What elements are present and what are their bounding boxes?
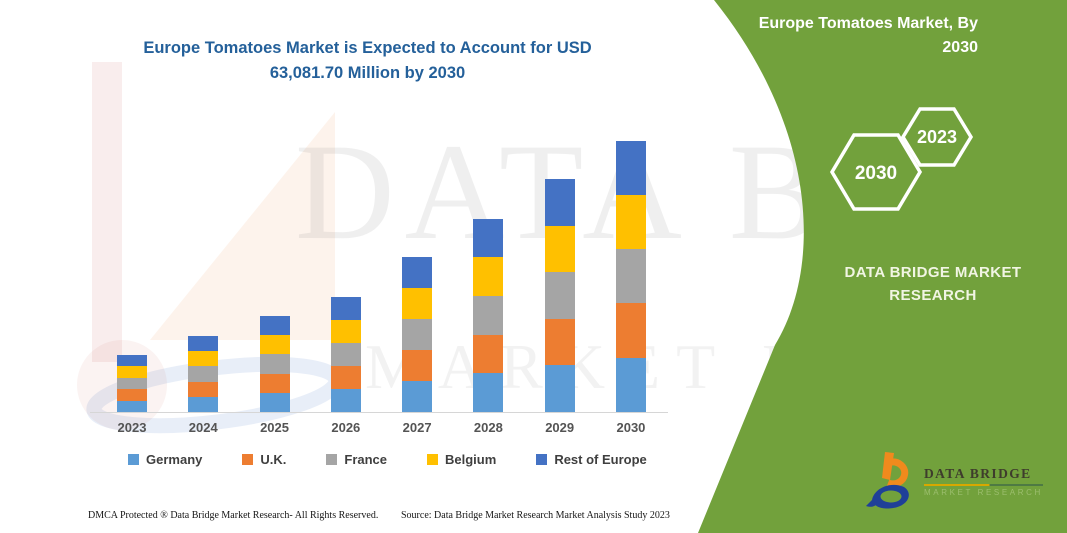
panel-heading-line2: 2030 — [942, 39, 978, 56]
legend-item-u-k-: U.K. — [242, 452, 286, 467]
bar-segment-rest-of-europe — [330, 296, 361, 320]
bar-segment-u-k- — [473, 334, 504, 374]
bar-segment-belgium — [259, 335, 290, 355]
chart-title: Europe Tomatoes Market is Expected to Ac… — [95, 36, 640, 86]
bar-segment-rest-of-europe — [259, 316, 290, 336]
bar-segment-u-k- — [615, 303, 646, 358]
bar-2028 — [473, 218, 504, 412]
bar-segment-rest-of-europe — [473, 218, 504, 258]
bar-segment-rest-of-europe — [544, 179, 575, 226]
bar-segment-u-k- — [330, 365, 361, 389]
bar-2023 — [117, 354, 147, 412]
hexagon-2030-label: 2030 — [855, 163, 897, 184]
legend-label: U.K. — [260, 452, 287, 467]
hexagon-2023 — [900, 107, 974, 167]
company-logo-icon — [866, 452, 909, 509]
x-tick-2028: 2028 — [473, 420, 503, 435]
x-tick-2027: 2027 — [402, 420, 432, 435]
bar-segment-u-k- — [544, 318, 575, 366]
bar-segment-france — [330, 342, 361, 366]
bar-segment-germany — [544, 365, 575, 412]
bar-segment-germany — [473, 373, 504, 412]
bar-segment-france — [473, 295, 504, 335]
company-logo-text: DATA BRIDGE MARKET RESEARCH — [924, 466, 1043, 497]
legend-item-france: France — [326, 452, 387, 467]
bar-segment-france — [259, 354, 290, 374]
x-tick-2026: 2026 — [331, 420, 361, 435]
brand-name-line1: DATA BRIDGE MARKET — [844, 264, 1022, 281]
bar-segment-germany — [259, 392, 290, 412]
bar-segment-rest-of-europe — [188, 336, 219, 352]
legend-label: Germany — [146, 452, 203, 467]
hexagon-2023-label: 2023 — [917, 127, 957, 147]
company-logo-title: DATA BRIDGE — [924, 465, 1032, 481]
source-note: Source: Data Bridge Market Research Mark… — [401, 510, 670, 521]
bar-segment-germany — [188, 396, 219, 412]
bar-segment-belgium — [615, 194, 646, 250]
x-tick-2024: 2024 — [188, 420, 218, 435]
plot-area — [90, 132, 668, 413]
hexagon-2030 — [829, 133, 923, 211]
legend-swatch — [128, 454, 139, 465]
bar-segment-france — [117, 377, 147, 389]
panel-heading-line1: Europe Tomatoes Market, By — [758, 15, 978, 32]
bar-segment-belgium — [544, 225, 575, 273]
bar-segment-belgium — [473, 257, 504, 296]
x-tick-2030: 2030 — [616, 420, 646, 435]
legend-swatch — [536, 454, 548, 465]
bar-segment-france — [402, 319, 433, 350]
bar-2025 — [259, 316, 290, 412]
bar-segment-rest-of-europe — [402, 257, 433, 288]
chart-legend: Germany U.K. France Belgium Rest of Europe — [128, 452, 647, 467]
company-logo: DATA BRIDGE MARKET RESEARCH — [864, 450, 1043, 512]
bar-segment-u-k- — [402, 350, 433, 381]
dmca-notice: DMCA Protected ® Data Bridge Market Rese… — [88, 510, 379, 521]
chart-title-line1: Europe Tomatoes Market is Expected to Ac… — [143, 39, 592, 57]
bar-segment-germany — [402, 381, 433, 412]
bar-segment-belgium — [330, 319, 361, 343]
legend-item-rest-of-europe: Rest of Europe — [536, 452, 647, 467]
bar-segment-u-k- — [259, 373, 290, 393]
brand-name-line2: RESEARCH — [889, 286, 977, 304]
bar-segment-germany — [117, 400, 147, 412]
legend-label: Rest of Europe — [554, 452, 647, 467]
legend-swatch — [326, 454, 338, 465]
bar-segment-germany — [615, 357, 646, 412]
chart-title-line2: 63,081.70 Million by 2030 — [269, 63, 466, 82]
bar-segment-france — [544, 272, 575, 319]
legend-item-germany: Germany — [128, 452, 202, 467]
bar-segment-belgium — [117, 366, 147, 378]
panel-heading: Europe Tomatoes Market, By 2030 — [718, 12, 978, 60]
brand-name: DATA BRIDGE MARKET RESEARCH — [808, 262, 1058, 307]
bar-segment-rest-of-europe — [615, 140, 646, 195]
legend-swatch — [242, 454, 254, 465]
company-logo-rule — [924, 483, 1043, 486]
bar-segment-belgium — [402, 288, 433, 319]
bar-2027 — [402, 257, 433, 412]
x-tick-2025: 2025 — [260, 420, 289, 435]
x-tick-2029: 2029 — [545, 420, 575, 435]
bar-segment-u-k- — [117, 389, 147, 401]
bar-2030 — [615, 140, 646, 412]
bar-segment-rest-of-europe — [117, 354, 147, 366]
bar-chart: 2023 2024 2025 2026 2027 2028 2029 2030 — [90, 132, 668, 452]
bar-segment-u-k- — [188, 381, 219, 397]
legend-swatch — [427, 454, 439, 465]
company-logo-subtitle: MARKET RESEARCH — [924, 487, 1043, 497]
bar-2024 — [188, 336, 219, 412]
legend-item-belgium: Belgium — [427, 452, 496, 467]
x-axis-labels: 2023 2024 2025 2026 2027 2028 2029 2030 — [90, 420, 668, 440]
legend-label: France — [344, 452, 388, 467]
bar-2029 — [544, 179, 575, 412]
legend-label: Belgium — [445, 452, 497, 467]
x-tick-2023: 2023 — [117, 420, 147, 435]
bar-segment-france — [615, 249, 646, 304]
bar-segment-belgium — [188, 351, 219, 367]
bar-segment-france — [188, 366, 219, 382]
bar-2026 — [330, 296, 361, 412]
bar-segment-germany — [330, 388, 361, 412]
